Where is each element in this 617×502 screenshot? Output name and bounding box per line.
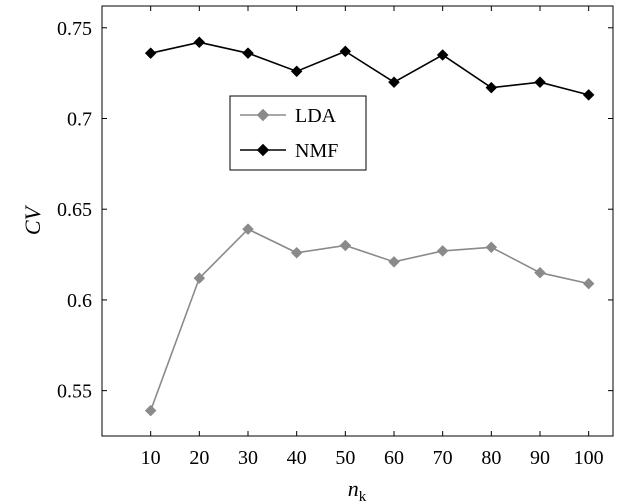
x-tick-label: 90 bbox=[530, 447, 550, 469]
y-tick-label: 0.55 bbox=[57, 381, 92, 403]
lda-data-point bbox=[582, 277, 595, 290]
y-tick-label: 0.7 bbox=[67, 108, 92, 130]
lda-series-line bbox=[149, 228, 589, 411]
x-tick-label: 50 bbox=[335, 447, 355, 469]
lda-data-point bbox=[193, 272, 206, 285]
nmf-data-point bbox=[534, 76, 546, 89]
x-tick-label: 20 bbox=[189, 447, 209, 469]
nmf-data-point bbox=[339, 45, 352, 58]
y-tick-label: 0.65 bbox=[57, 199, 92, 221]
nmf-data-point bbox=[582, 89, 595, 101]
plot-frame bbox=[101, 5, 614, 437]
nmf-data-point bbox=[193, 36, 206, 49]
nmf-data-point bbox=[290, 65, 303, 78]
legend-nmf-label: NMF bbox=[295, 140, 338, 162]
y-axis-title: CV bbox=[20, 204, 45, 235]
lda-data-point bbox=[339, 239, 352, 252]
lda-data-point bbox=[290, 246, 303, 259]
x-axis-title-main: n bbox=[348, 476, 359, 501]
nmf-series-line bbox=[150, 41, 589, 96]
nmf-data-point bbox=[436, 49, 449, 61]
x-tick-label: 40 bbox=[287, 447, 307, 469]
x-tick-label: 100 bbox=[574, 447, 604, 469]
lda-data-point bbox=[144, 404, 157, 417]
series-layer bbox=[144, 36, 595, 417]
nmf-data-point bbox=[485, 81, 498, 94]
x-tick-label: 80 bbox=[481, 447, 501, 469]
x-axis-ticks: 10 20 30 40 50 60 70 80 90 100 bbox=[141, 6, 604, 469]
lda-data-point bbox=[534, 266, 546, 279]
lda-data-point bbox=[485, 241, 498, 254]
x-tick-label: 10 bbox=[141, 447, 161, 469]
lda-data-point bbox=[242, 223, 254, 236]
x-axis-title: nk bbox=[348, 476, 367, 502]
x-tick-label: 30 bbox=[238, 447, 258, 469]
lda-data-point bbox=[388, 255, 400, 268]
x-tick-label: 70 bbox=[433, 447, 453, 469]
nmf-data-point bbox=[144, 47, 157, 60]
x-axis-title-subscript: k bbox=[359, 489, 367, 502]
y-axis-ticks: 0.55 0.6 0.65 0.7 0.75 bbox=[57, 18, 613, 403]
x-tick-label: 60 bbox=[384, 447, 404, 469]
nmf-data-point bbox=[388, 76, 400, 89]
legend-nmf-marker bbox=[256, 143, 270, 157]
y-tick-label: 0.75 bbox=[57, 18, 92, 40]
y-tick-label: 0.6 bbox=[67, 290, 92, 312]
legend-lda-label: LDA bbox=[295, 105, 337, 127]
nmf-data-point bbox=[242, 47, 254, 60]
legend: LDA NMF bbox=[229, 95, 367, 171]
lda-data-point bbox=[436, 245, 449, 257]
legend-box bbox=[229, 95, 367, 171]
legend-lda-marker bbox=[256, 108, 270, 122]
